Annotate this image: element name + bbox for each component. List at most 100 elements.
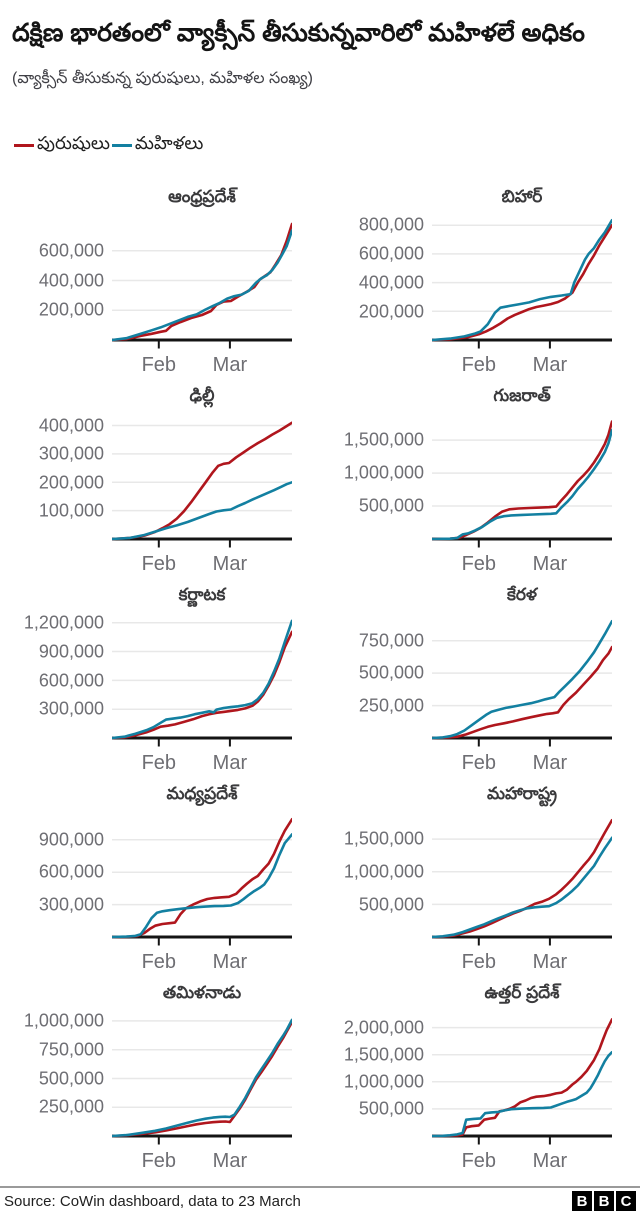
chart-cell-4: కర్ణాటక 300,000 600,000 900,000 1,200,000 Feb… [0, 584, 320, 783]
x-tick-label: Mar [532, 1150, 568, 1173]
y-axis: 500,000 1,000,000 1,500,000 [320, 407, 432, 552]
x-axis-tick [548, 540, 551, 548]
y-tick-label: 300,000 [38, 698, 104, 719]
x-tick-label: Feb [141, 752, 177, 775]
x-axis-labels: Feb Mar [432, 353, 612, 383]
x-tick-label: Feb [141, 553, 177, 576]
x-axis-labels: Feb Mar [112, 1149, 292, 1179]
x-axis-tick [548, 341, 551, 349]
x-axis-tick [477, 540, 480, 548]
x-tick-label: Mar [532, 951, 568, 974]
x-axis-tick [477, 1137, 480, 1145]
chart-cell-8: తమిళనాడు 250,000 500,000 750,000 1,000,000 Fe… [0, 982, 320, 1181]
x-axis-line [432, 338, 612, 342]
y-tick-label: 500,000 [358, 495, 424, 516]
y-tick-label: 500,000 [358, 894, 424, 915]
plot-svg [430, 219, 614, 349]
x-axis-tick [548, 1137, 551, 1145]
x-tick-label: Mar [212, 951, 248, 974]
x-axis-line [112, 935, 292, 939]
x-tick-label: Feb [461, 1150, 497, 1173]
line-women [110, 1018, 294, 1138]
chart-cell-6: మధ్యప్రదేశ్ 300,000 600,000 900,000 Feb Mar [0, 783, 320, 982]
footer: Source: CoWin dashboard, data to 23 Marc… [0, 1186, 640, 1213]
x-axis-tick [228, 341, 231, 349]
plot-svg [110, 421, 294, 548]
y-tick-label: 600,000 [358, 243, 424, 264]
y-axis: 500,000 1,000,000 1,500,000 2,000,000 [320, 1004, 432, 1149]
x-axis-tick [157, 341, 160, 349]
x-tick-label: Mar [212, 752, 248, 775]
y-tick-label: 600,000 [38, 670, 104, 691]
plot-svg [430, 1018, 614, 1145]
x-axis-tick [228, 540, 231, 548]
legend-label-women: మహిళలు [134, 133, 204, 154]
y-tick-label: 500,000 [358, 1098, 424, 1119]
y-axis: 300,000 600,000 900,000 1,200,000 [0, 606, 112, 751]
y-axis: 200,000 400,000 600,000 800,000 [320, 208, 432, 353]
chart-title: ఆంధ్రప్రదేశ్ [168, 187, 236, 207]
women-line-swatch-icon [111, 144, 132, 148]
chart-cell-0: ఆంధ్రప్రదేశ్ 200,000 400,000 600,000 Feb Mar [0, 186, 320, 385]
chart-title: కేరళ [507, 585, 537, 605]
y-tick-label: 750,000 [358, 630, 424, 651]
x-axis-labels: Feb Mar [432, 950, 612, 980]
y-tick-label: 500,000 [38, 1068, 104, 1089]
x-axis-tick [157, 540, 160, 548]
y-tick-label: 500,000 [358, 662, 424, 683]
bbc-logo-block: B [572, 1191, 592, 1212]
y-tick-label: 300,000 [38, 894, 104, 915]
y-tick-label: 600,000 [38, 240, 104, 261]
plot-svg [110, 222, 294, 349]
line-men [430, 224, 614, 342]
line-men [430, 646, 614, 740]
y-tick-label: 400,000 [38, 415, 104, 436]
line-women [430, 1051, 614, 1138]
line-men [110, 421, 294, 541]
chart-title: కర్ణాటక [178, 585, 226, 605]
header: దక్షిణ భారతంలో వ్యాక్సీన్ తీసుకున్నవారిల… [0, 0, 640, 91]
y-tick-label: 200,000 [38, 472, 104, 493]
x-tick-label: Mar [532, 752, 568, 775]
x-tick-label: Feb [141, 951, 177, 974]
y-tick-label: 1,500,000 [343, 429, 424, 450]
line-men [110, 630, 294, 740]
line-women [110, 229, 294, 342]
chart-title: తమిళనాడు [162, 983, 242, 1003]
y-tick-label: 600,000 [38, 861, 104, 882]
x-axis-line [112, 338, 292, 342]
chart-title: మధ్యప్రదేశ్ [166, 784, 238, 804]
x-axis-labels: Feb Mar [432, 552, 612, 582]
x-axis-line [112, 736, 292, 740]
chart-title: మహారాష్ట్ర [487, 784, 557, 804]
x-axis-labels: Feb Mar [112, 751, 292, 781]
x-axis-line [432, 1134, 612, 1138]
line-women [110, 619, 294, 740]
x-tick-label: Mar [212, 1150, 248, 1173]
bbc-logo: B B C [572, 1191, 636, 1212]
x-tick-label: Feb [461, 752, 497, 775]
line-women [430, 620, 614, 740]
x-axis-labels: Feb Mar [112, 950, 292, 980]
y-tick-label: 250,000 [358, 695, 424, 716]
legend: పురుషులు మహిళలు [14, 133, 640, 158]
chart-cell-7: మహారాష్ట్ర 500,000 1,000,000 1,500,000 Feb Ma… [320, 783, 640, 982]
y-axis: 500,000 1,000,000 1,500,000 [320, 805, 432, 950]
x-axis-tick [548, 739, 551, 747]
x-axis-tick [157, 938, 160, 946]
line-men [430, 819, 614, 939]
line-women [430, 219, 614, 342]
y-tick-label: 1,000,000 [343, 1071, 424, 1092]
x-tick-label: Feb [461, 553, 497, 576]
x-tick-label: Feb [461, 951, 497, 974]
x-tick-label: Feb [461, 354, 497, 377]
plot-svg [430, 620, 614, 747]
y-tick-label: 300,000 [38, 443, 104, 464]
y-tick-label: 750,000 [38, 1039, 104, 1060]
plot-svg [110, 1018, 294, 1145]
x-tick-label: Mar [532, 553, 568, 576]
plot-svg [110, 619, 294, 747]
plot-svg [110, 818, 294, 946]
chart-cell-3: గుజరాత్ 500,000 1,000,000 1,500,000 Feb Mar [320, 385, 640, 584]
